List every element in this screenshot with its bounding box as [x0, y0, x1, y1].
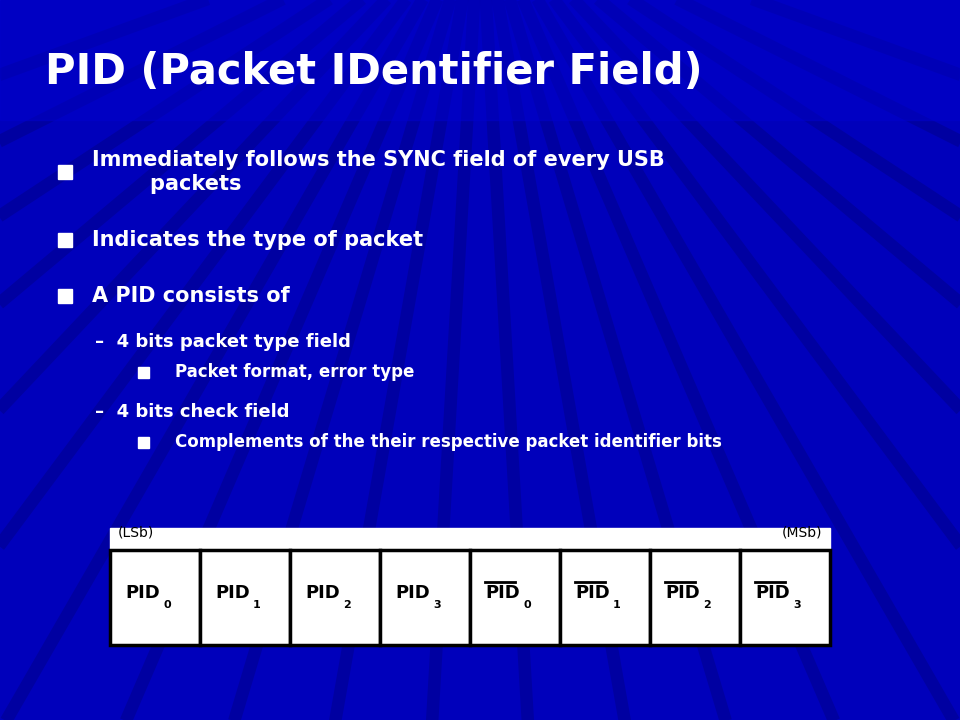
Bar [560, 550, 650, 645]
Bar [110, 528, 830, 645]
Bar [200, 550, 290, 645]
Bar [138, 366, 149, 377]
Text: PID (Packet IDentifier Field): PID (Packet IDentifier Field) [45, 51, 703, 93]
Text: 0: 0 [163, 600, 171, 610]
Text: 3: 3 [793, 600, 801, 610]
Text: Indicates the type of packet: Indicates the type of packet [92, 230, 423, 250]
Text: 1: 1 [613, 600, 621, 610]
Bar [58, 233, 72, 247]
Text: PID: PID [576, 585, 611, 603]
Text: PID: PID [756, 585, 790, 603]
Text: PID: PID [396, 585, 430, 603]
Text: –  4 bits packet type field: – 4 bits packet type field [95, 333, 350, 351]
Text: 2: 2 [343, 600, 350, 610]
Text: (LSb): (LSb) [118, 526, 155, 540]
Bar [58, 165, 72, 179]
Text: –  4 bits check field: – 4 bits check field [95, 403, 290, 421]
Bar [650, 550, 740, 645]
Text: 2: 2 [703, 600, 710, 610]
Text: PID: PID [216, 585, 251, 603]
Bar [138, 436, 149, 448]
Text: PID: PID [665, 585, 701, 603]
Text: (MSb): (MSb) [781, 526, 822, 540]
Bar [470, 550, 560, 645]
Text: 0: 0 [523, 600, 531, 610]
Text: 3: 3 [433, 600, 441, 610]
Text: Packet format, error type: Packet format, error type [175, 363, 415, 381]
Text: 1: 1 [253, 600, 261, 610]
Text: PID: PID [486, 585, 520, 603]
Bar [290, 550, 380, 645]
Bar [110, 550, 200, 645]
Text: Immediately follows the SYNC field of every USB
        packets: Immediately follows the SYNC field of ev… [92, 150, 664, 194]
Text: PID: PID [126, 585, 160, 603]
Text: A PID consists of: A PID consists of [92, 286, 290, 306]
Bar [740, 550, 830, 645]
Text: PID: PID [305, 585, 341, 603]
Bar [58, 289, 72, 303]
Text: Complements of the their respective packet identifier bits: Complements of the their respective pack… [175, 433, 722, 451]
Bar [380, 550, 470, 645]
Bar [0, 0, 960, 120]
